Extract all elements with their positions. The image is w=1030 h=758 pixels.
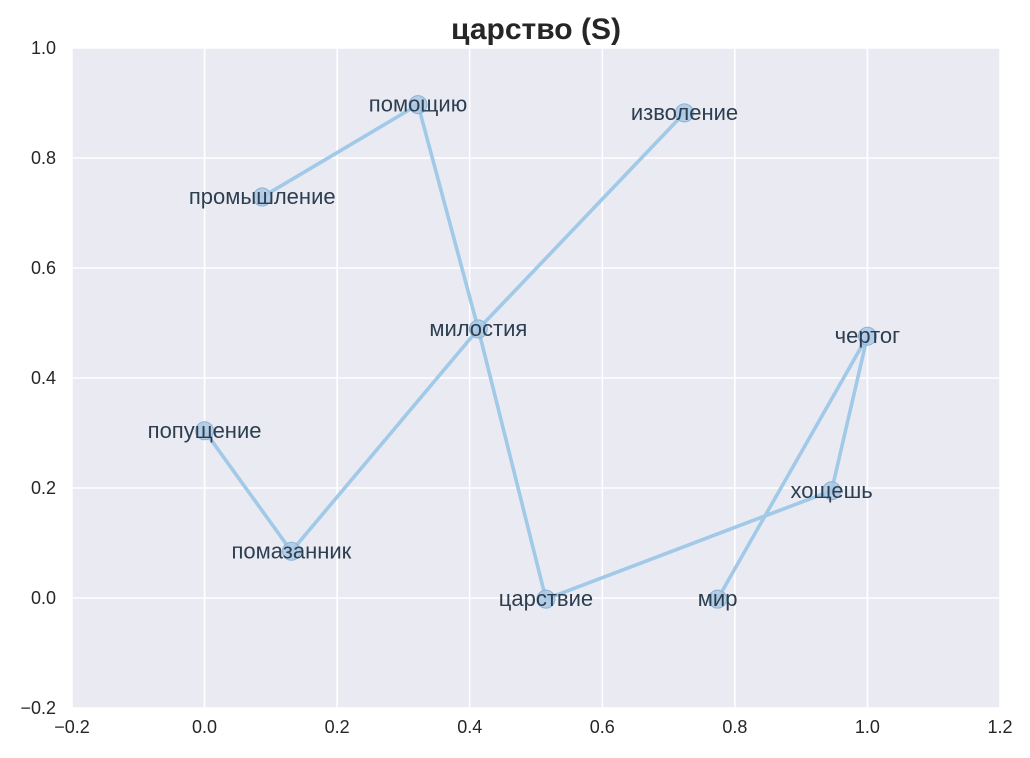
data-points (195, 95, 877, 609)
data-point (536, 589, 556, 609)
point-label: попущение (148, 418, 262, 443)
x-tick-label: 0.4 (457, 717, 482, 737)
y-tick-label: 0.0 (31, 588, 56, 608)
data-point (281, 541, 301, 561)
chart-title: царство (S) (451, 13, 621, 46)
data-point (674, 103, 694, 123)
tick-labels: −0.2 0.0 0.2 0.4 0.6 0.8 1.0 1.2 −0.2 0.0 0.2 0.4 0.… (20, 38, 1012, 737)
point-label: изволение (631, 100, 738, 125)
y-tick-label: 0.2 (31, 478, 56, 498)
x-tick-label: 0.8 (722, 717, 747, 737)
data-point (195, 421, 215, 441)
data-point (857, 326, 877, 346)
data-point (708, 589, 728, 609)
point-label: хощешь (791, 478, 873, 503)
point-label: милостия (429, 316, 527, 341)
x-tick-label: −0.2 (54, 717, 90, 737)
data-point (408, 95, 428, 115)
y-tick-label: 0.6 (31, 258, 56, 278)
point-label: царствие (499, 586, 593, 611)
y-tick-label: 0.8 (31, 148, 56, 168)
point-label: помазанник (232, 538, 352, 563)
x-tick-label: 0.6 (590, 717, 615, 737)
y-tick-label: 0.4 (31, 368, 56, 388)
x-tick-label: 1.2 (987, 717, 1012, 737)
data-point (468, 319, 488, 339)
y-tick-label: −0.2 (20, 698, 56, 718)
point-labels: промышление помощию милостия царствие хощешь… (148, 92, 901, 611)
point-label: чертог (835, 323, 901, 348)
y-tick-label: 1.0 (31, 38, 56, 58)
data-point (822, 481, 842, 501)
point-label: промышление (189, 184, 336, 209)
x-tick-label: 0.2 (325, 717, 350, 737)
x-tick-label: 1.0 (855, 717, 880, 737)
grid-lines (71, 47, 1001, 709)
data-point (252, 187, 272, 207)
x-tick-label: 0.0 (192, 717, 217, 737)
point-label: мир (698, 586, 738, 611)
series-line (202, 111, 687, 554)
point-label: помощию (369, 92, 467, 117)
